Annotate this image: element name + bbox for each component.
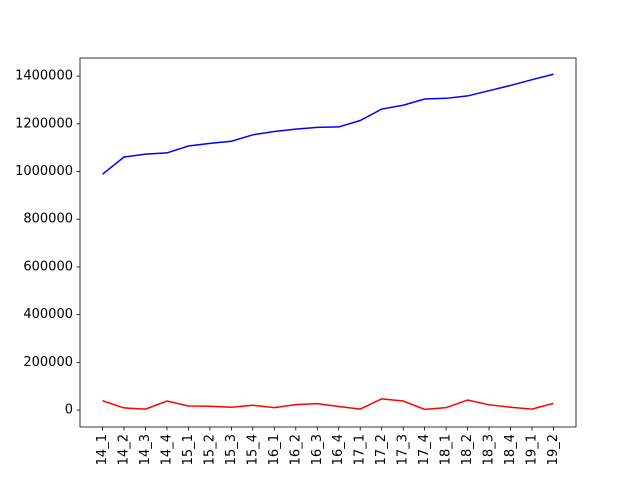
y-tick-label: 800000 [23, 212, 73, 227]
y-tick-label: 1000000 [15, 164, 73, 179]
x-tick-label: 18_3 [482, 434, 497, 465]
series-line [102, 73, 554, 175]
y-tick-label: 400000 [23, 307, 73, 322]
x-tick-label: 16_2 [288, 434, 303, 465]
x-tick-label: 14_4 [159, 434, 174, 465]
x-tick-label: 18_1 [439, 434, 454, 465]
x-tick-label: 14_1 [95, 434, 110, 465]
x-tick-label: 19_2 [546, 434, 561, 465]
y-tick-label: 1200000 [15, 116, 73, 131]
x-tick-label: 19_1 [524, 434, 539, 465]
x-tick-label: 17_4 [417, 434, 432, 465]
x-tick-label: 14_3 [138, 434, 153, 465]
x-tick-label: 14_2 [117, 434, 132, 465]
x-tick-label: 16_4 [331, 434, 346, 465]
y-tick-label: 600000 [23, 259, 73, 274]
x-tick-label: 15_3 [224, 434, 239, 465]
x-tick-label: 18_2 [460, 434, 475, 465]
x-tick-label: 16_1 [267, 434, 282, 465]
x-tick-label: 17_3 [396, 434, 411, 465]
x-tick-label: 15_4 [245, 434, 260, 465]
y-tick-label: 0 [65, 403, 73, 418]
x-tick-label: 15_1 [181, 434, 196, 465]
x-tick-label: 16_3 [310, 434, 325, 465]
plot-frame [79, 57, 577, 428]
series-line [102, 398, 554, 411]
y-tick-label: 1400000 [15, 69, 73, 84]
x-tick-label: 17_2 [374, 434, 389, 465]
x-tick-label: 15_2 [202, 434, 217, 465]
x-tick-label: 18_4 [503, 434, 518, 465]
y-tick-label: 200000 [23, 355, 73, 370]
x-tick-label: 17_1 [353, 434, 368, 465]
